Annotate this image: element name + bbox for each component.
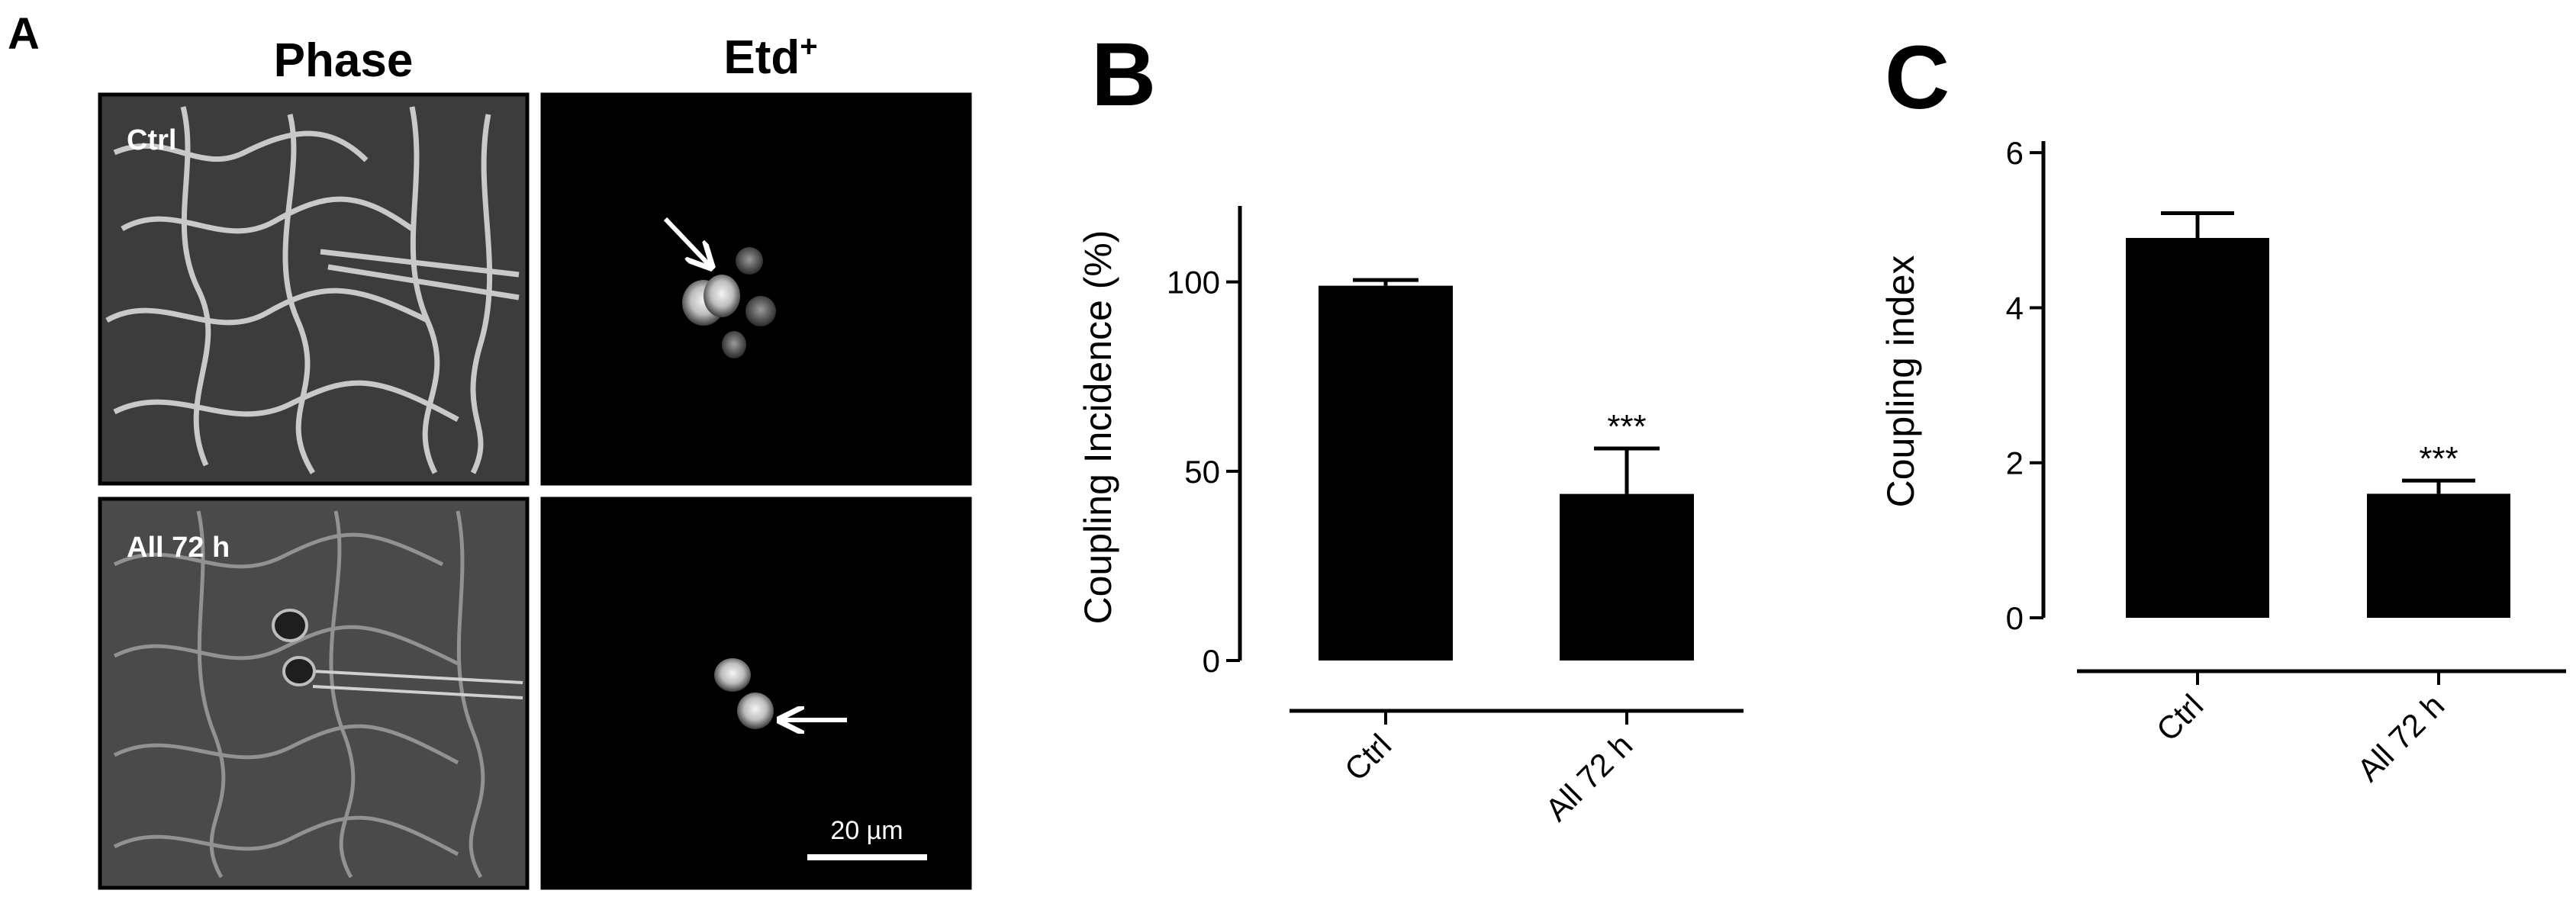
bar — [2126, 237, 2269, 618]
nucleus — [737, 693, 774, 729]
phase-image-ctrl: Ctrl — [98, 92, 530, 486]
bar — [2367, 493, 2510, 618]
x-tick-label: All 72 h — [1538, 727, 1639, 828]
bar — [1560, 493, 1694, 661]
chart-coupling-index: 0 2 4 6 Coupling index Ctrl *** All 72 h — [1879, 135, 2566, 788]
chart-coupling-incidence: 0 50 100 Coupling Incidence (%) Ctrl *** All 7… — [1077, 206, 1744, 828]
y-axis-label: Coupling Incidence (%) — [1077, 230, 1119, 625]
panel-c: C 0 2 4 6 Coupling index Ctrl *** All 72 h — [1879, 27, 2566, 788]
x-tick-label: All 72 h — [2350, 687, 2451, 788]
y-tick-label: 0 — [2006, 600, 2024, 636]
y-tick-label: 0 — [1203, 643, 1220, 679]
phase-image-all72h: All 72 h — [98, 497, 530, 890]
arrow-icon — [663, 217, 710, 265]
etd-image-ctrl — [540, 92, 972, 486]
row-label-ctrl: Ctrl — [127, 124, 176, 156]
column-header-phase: Phase — [274, 34, 414, 87]
x-tick-label: Ctrl — [2149, 687, 2210, 747]
nucleus — [745, 296, 776, 326]
y-axis-label: Coupling index — [1879, 256, 1922, 508]
scale-bar-label: 20 µm — [830, 816, 903, 845]
y-tick-label: 6 — [2006, 135, 2024, 171]
y-tick-label: 50 — [1184, 454, 1220, 490]
x-tick-label: Ctrl — [1338, 727, 1398, 787]
nucleus — [704, 275, 740, 317]
column-header-etd: Etd+ — [723, 30, 817, 84]
significance-label: *** — [2419, 440, 2458, 477]
panel-c-letter: C — [1885, 27, 1950, 128]
etd-base: Etd — [723, 31, 800, 84]
y-tick-label: 4 — [2006, 290, 2024, 326]
etd-image-all72h: 20 µm — [540, 497, 972, 890]
nucleus — [722, 331, 746, 358]
significance-label: *** — [1607, 408, 1646, 445]
panel-a: A Phase Etd+ Ctrl — [8, 9, 972, 890]
panel-a-letter: A — [8, 9, 40, 59]
nucleus — [736, 247, 763, 275]
y-tick-label: 2 — [2006, 445, 2024, 481]
panel-b-letter: B — [1091, 24, 1156, 125]
nucleus — [714, 658, 751, 692]
etd-sup: + — [800, 30, 817, 63]
bar — [1319, 285, 1453, 661]
panel-b: B 0 50 100 Coupling Incidence (%) Ctrl *** All… — [1077, 24, 1744, 828]
row-label-all72h: All 72 h — [127, 532, 230, 564]
y-tick-label: 100 — [1167, 265, 1220, 301]
